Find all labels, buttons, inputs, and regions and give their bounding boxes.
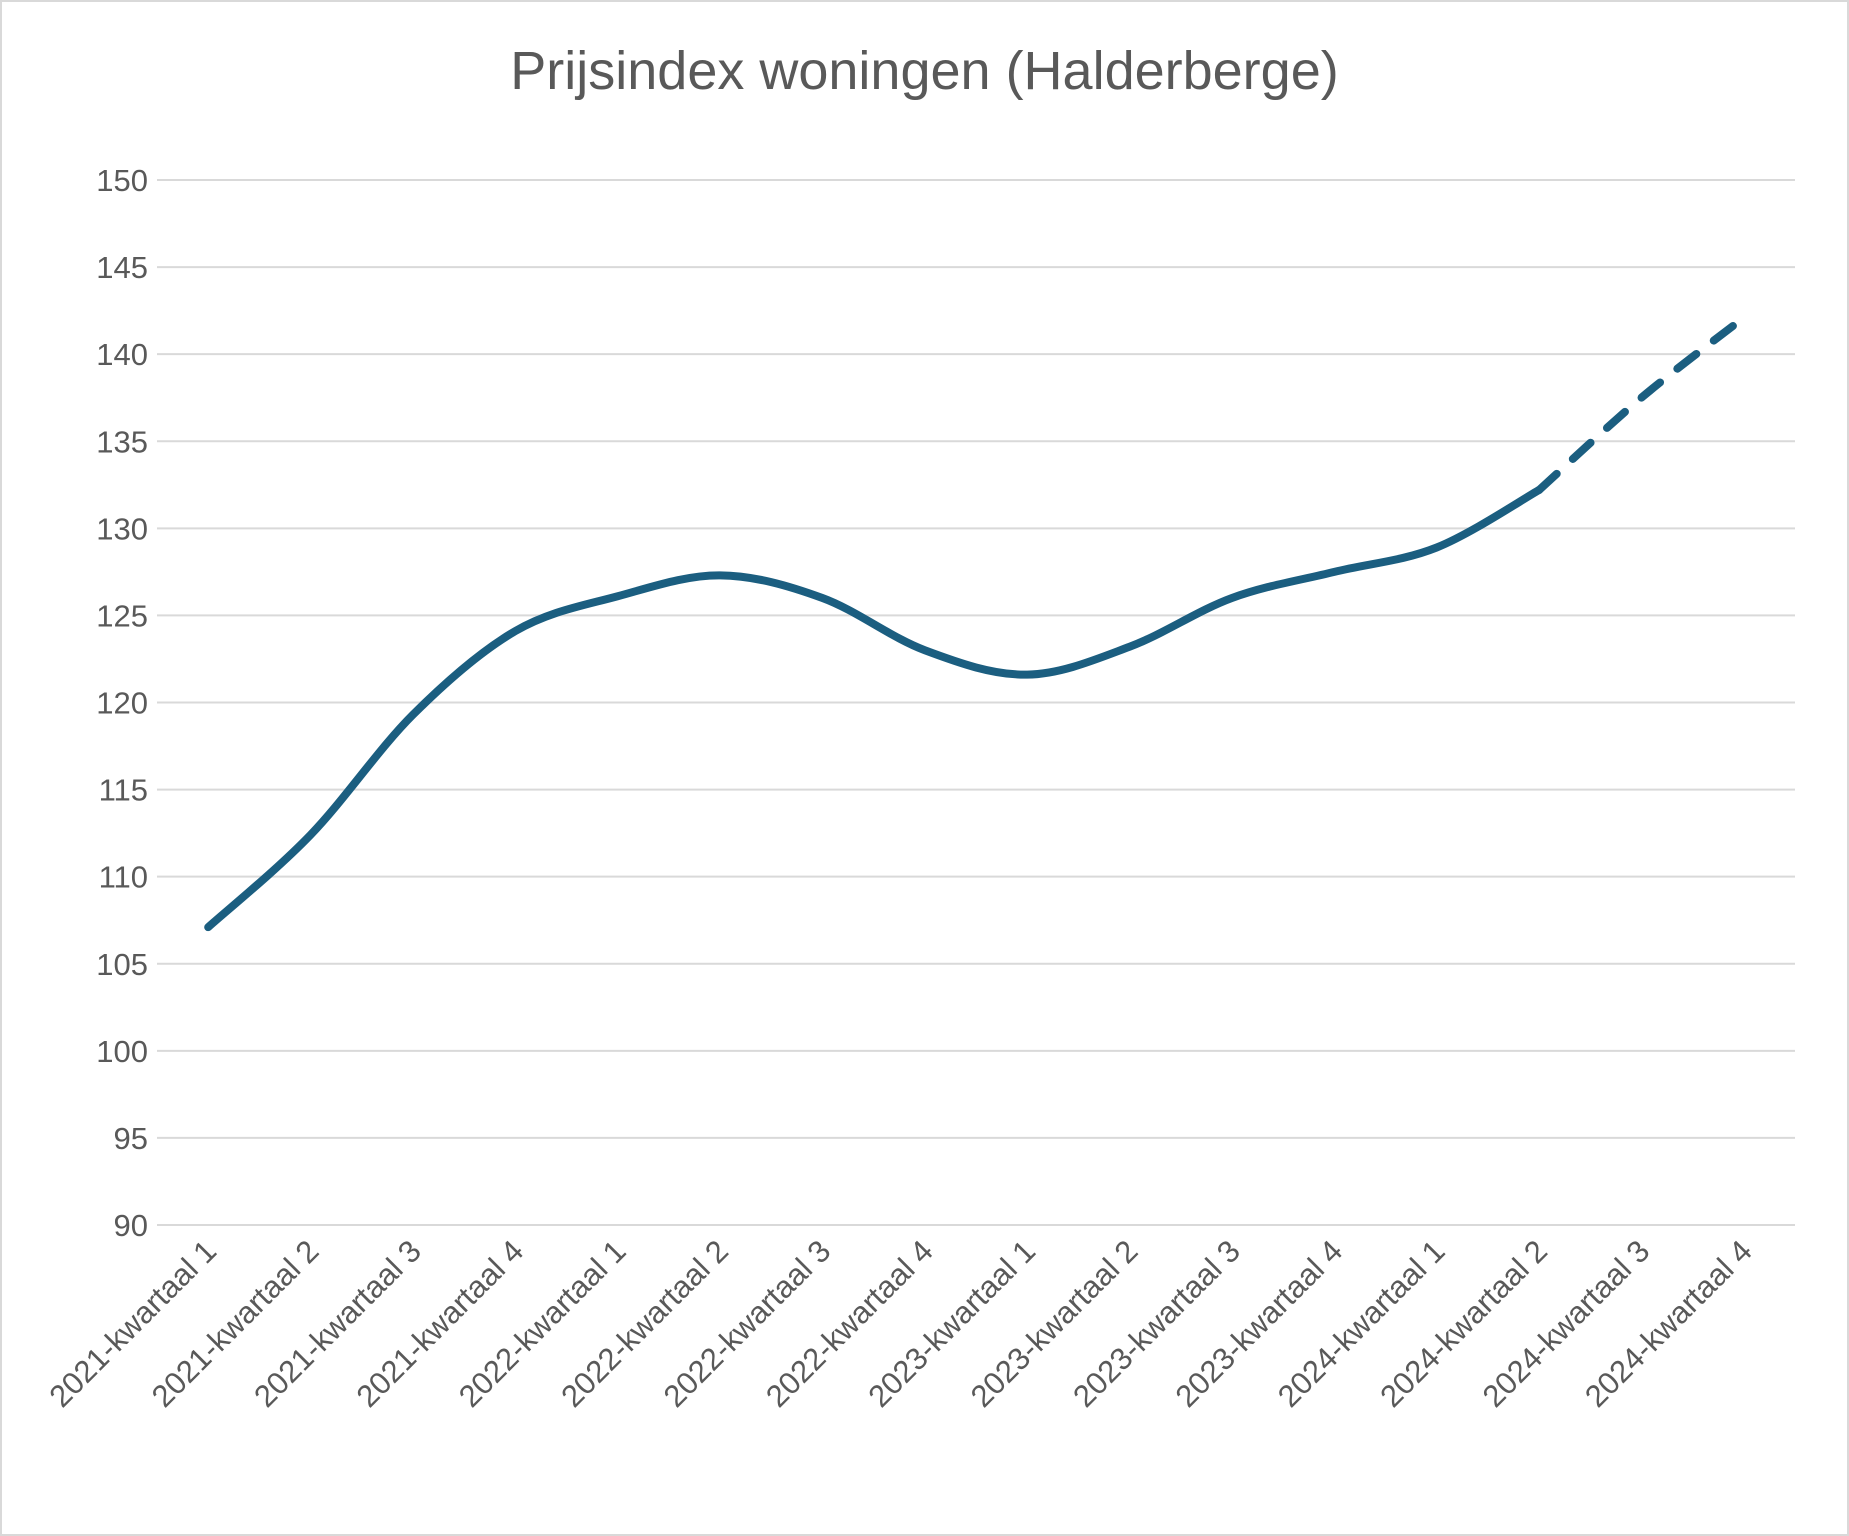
y-tick-label: 95 [114,1121,148,1156]
y-tick-label: 150 [96,163,148,198]
y-tick-label: 135 [96,424,148,459]
series-line-solid [204,486,1544,932]
y-tick-label: 125 [96,598,148,633]
y-tick-label: 140 [96,337,148,372]
series [204,313,1748,932]
series-line-dashed [1535,313,1748,495]
y-tick-label: 130 [96,511,148,546]
gridlines [157,179,1795,1226]
chart-title: Prijsindex woningen (Halderberge) [510,41,1339,101]
y-axis-ticks: 90 95 100 105 110 115 120 125 130 135 140 145 150 [96,163,148,1243]
y-tick-label: 100 [96,1034,148,1069]
y-tick-label: 110 [99,860,148,895]
y-tick-label: 145 [96,250,148,285]
y-tick-label: 105 [96,947,148,982]
y-tick-label: 90 [114,1208,148,1243]
y-tick-label: 120 [96,686,148,721]
y-tick-label: 115 [99,773,148,808]
